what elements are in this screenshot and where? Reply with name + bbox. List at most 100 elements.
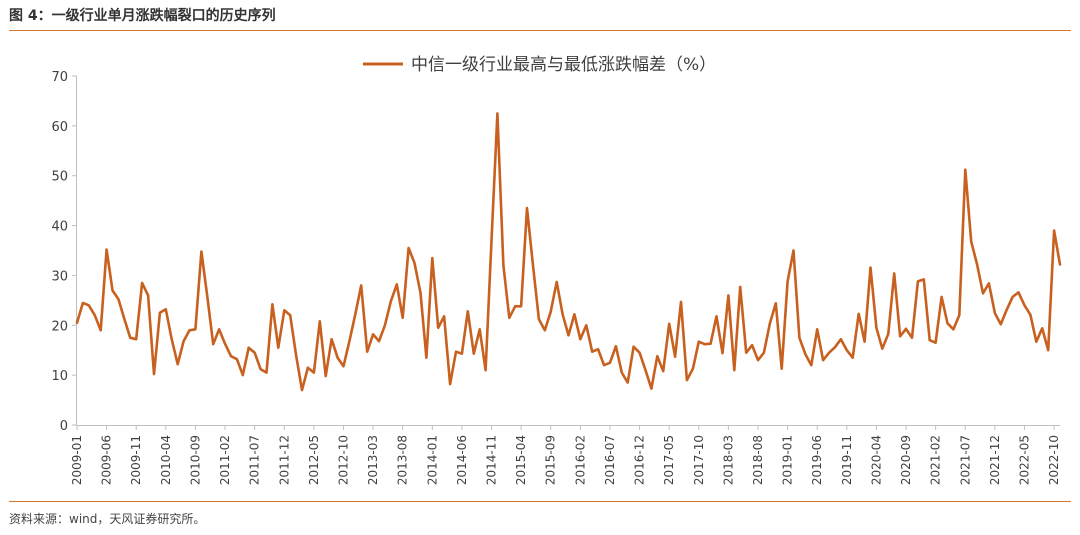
x-tick-label: 2018-08 bbox=[751, 435, 765, 485]
data-point bbox=[810, 364, 813, 367]
data-point bbox=[834, 346, 837, 349]
data-point bbox=[621, 371, 624, 374]
x-tick-label: 2012-10 bbox=[336, 435, 350, 485]
data-point bbox=[366, 350, 369, 353]
x-tick-label: 2014-11 bbox=[485, 435, 499, 485]
data-point bbox=[449, 383, 452, 386]
data-point bbox=[727, 294, 730, 297]
x-tick-label: 2010-04 bbox=[159, 435, 173, 485]
data-point bbox=[650, 387, 653, 390]
data-point bbox=[970, 240, 973, 243]
x-tick-label: 2009-11 bbox=[129, 435, 143, 485]
x-tick-label: 2015-09 bbox=[544, 435, 558, 485]
data-point bbox=[437, 327, 440, 330]
y-axis: 0 10 20 30 40 50 60 70 bbox=[51, 70, 77, 434]
data-point bbox=[307, 366, 310, 369]
source-rule bbox=[9, 501, 1071, 502]
data-point bbox=[798, 337, 801, 340]
y-tick-label: 40 bbox=[51, 220, 68, 235]
data-point bbox=[532, 264, 535, 267]
x-tick-label: 2013-03 bbox=[366, 435, 380, 485]
y-tick-label: 0 bbox=[60, 419, 68, 434]
x-tick-label: 2019-01 bbox=[781, 435, 795, 485]
data-point bbox=[176, 363, 179, 366]
data-point bbox=[455, 350, 458, 353]
data-point bbox=[917, 280, 920, 283]
data-point bbox=[247, 346, 250, 349]
data-point bbox=[644, 369, 647, 372]
x-tick-label: 2019-06 bbox=[810, 435, 824, 485]
data-point bbox=[182, 340, 185, 343]
data-point bbox=[218, 328, 221, 331]
data-point bbox=[905, 328, 908, 331]
y-tick-label: 20 bbox=[51, 319, 68, 334]
data-point bbox=[1000, 323, 1003, 326]
data-point bbox=[585, 324, 588, 327]
data-point bbox=[82, 302, 85, 305]
data-point bbox=[703, 343, 706, 346]
data-point bbox=[253, 351, 256, 354]
x-tick-label: 2011-12 bbox=[277, 435, 291, 485]
data-point bbox=[680, 301, 683, 304]
data-point bbox=[413, 262, 416, 265]
data-point bbox=[473, 352, 476, 355]
data-point bbox=[591, 350, 594, 353]
x-tick-label: 2014-06 bbox=[455, 435, 469, 485]
x-tick-label: 2009-01 bbox=[70, 435, 84, 485]
data-point bbox=[336, 356, 339, 359]
data-point bbox=[490, 239, 493, 242]
data-point bbox=[579, 338, 582, 341]
data-point bbox=[194, 328, 197, 331]
series-line bbox=[75, 112, 1062, 392]
data-point bbox=[242, 374, 245, 377]
data-point bbox=[265, 371, 268, 374]
data-point bbox=[153, 373, 156, 376]
data-point bbox=[461, 352, 464, 355]
data-point bbox=[425, 356, 428, 359]
x-tick-label: 2022-05 bbox=[1017, 435, 1031, 485]
data-point bbox=[419, 292, 422, 295]
data-point bbox=[259, 368, 262, 371]
data-point bbox=[561, 313, 564, 316]
data-point bbox=[881, 347, 884, 350]
x-tick-label: 2016-07 bbox=[603, 435, 617, 485]
data-point bbox=[431, 257, 434, 260]
x-tick-label: 2021-12 bbox=[988, 435, 1002, 485]
data-point bbox=[698, 340, 701, 343]
data-point bbox=[982, 292, 985, 295]
data-point bbox=[597, 348, 600, 351]
data-point bbox=[544, 329, 547, 332]
data-point bbox=[952, 328, 955, 331]
data-point bbox=[502, 264, 505, 267]
data-point bbox=[686, 379, 689, 382]
x-tick-label: 2011-02 bbox=[218, 435, 232, 485]
data-point bbox=[289, 314, 292, 317]
data-point bbox=[1017, 291, 1020, 294]
x-tick-label: 2020-09 bbox=[899, 435, 913, 485]
y-tick-label: 10 bbox=[51, 369, 68, 384]
data-point bbox=[111, 289, 114, 292]
data-point bbox=[348, 340, 351, 343]
data-point bbox=[899, 335, 902, 338]
x-tick-label: 2021-07 bbox=[958, 435, 972, 485]
data-point bbox=[188, 329, 191, 332]
data-point bbox=[804, 353, 807, 356]
data-point bbox=[923, 278, 926, 281]
data-point bbox=[626, 381, 629, 384]
data-point bbox=[283, 309, 286, 312]
data-point bbox=[674, 355, 677, 358]
title-rule bbox=[9, 30, 1071, 31]
x-tick-label: 2017-05 bbox=[662, 435, 676, 485]
data-point bbox=[1029, 314, 1032, 317]
data-point bbox=[988, 282, 991, 285]
data-point bbox=[170, 338, 173, 341]
data-point bbox=[526, 207, 529, 210]
data-point bbox=[739, 286, 742, 289]
data-point bbox=[994, 312, 997, 315]
data-point bbox=[840, 338, 843, 341]
data-point bbox=[863, 340, 866, 343]
data-point bbox=[857, 313, 860, 316]
data-point bbox=[751, 344, 754, 347]
data-point bbox=[514, 305, 517, 308]
data-point bbox=[1059, 263, 1062, 266]
